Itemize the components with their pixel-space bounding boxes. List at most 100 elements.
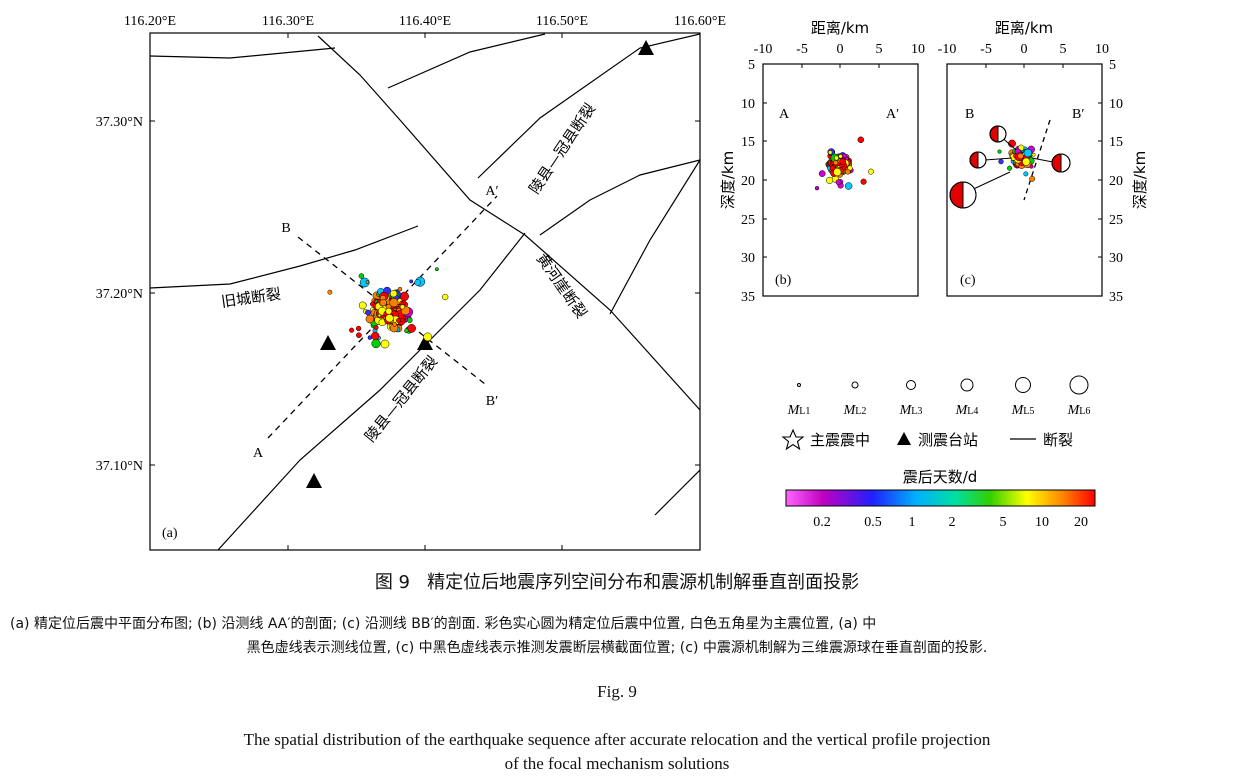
event-dot: [365, 314, 375, 324]
event-dot: [829, 165, 836, 172]
panel-a-label: (a): [162, 526, 178, 541]
x-tick: -5: [796, 42, 808, 57]
colorbar-tick: 0.2: [813, 515, 831, 530]
beachball-icon: [1051, 153, 1071, 173]
event-dot: [396, 318, 401, 323]
figure-title-en-line1: The spatial distribution of the earthqua…: [243, 730, 991, 749]
event-dot: [409, 279, 414, 284]
event-dot: [406, 317, 413, 324]
colorbar-tick: 5: [1000, 515, 1007, 530]
profile-bb: [297, 236, 486, 385]
event-dot: [1022, 157, 1031, 166]
colorbar-tick: 2: [949, 515, 956, 530]
event-dot: [833, 160, 839, 166]
event-dot: [358, 301, 367, 310]
panel-a-y-ticks: 37.30°N 37.20°N 37.10°N: [96, 115, 143, 474]
event-dot: [359, 277, 370, 288]
event-dot: [860, 178, 867, 185]
event-dot: [389, 298, 399, 308]
event-dot: [1007, 165, 1013, 171]
profile-label-b-prime: B′: [486, 394, 498, 409]
event-dot: [818, 170, 826, 177]
focal-mechanisms: [949, 125, 1071, 209]
station-icon: [306, 473, 322, 488]
stations: [306, 40, 654, 488]
mag-symbol-icon: [851, 381, 859, 389]
panel-b-end-a: A: [779, 107, 790, 122]
station-icon: [638, 40, 654, 55]
y-tick: 35: [1109, 290, 1123, 305]
y-tick: 5: [1109, 58, 1116, 73]
figure-number: 图 9: [374, 572, 410, 593]
hypocenters-aa: [814, 136, 874, 191]
event-dot: [839, 158, 847, 165]
event-dot: [434, 267, 439, 272]
y-tick: 25: [741, 213, 755, 228]
profile-label-a-prime: A′: [485, 184, 498, 199]
caption-note-line2: 黑色虚线表示测线位置, (c) 中黑色虚线表示推测发震断层横截面位置; (c) …: [246, 640, 988, 656]
profile-labels: A A′ B B′: [253, 184, 499, 461]
y-tick: 35: [741, 290, 755, 305]
y-tick: 25: [1109, 213, 1123, 228]
x-tick: 0: [837, 42, 844, 57]
legend: ML1 ML2 ML3 ML4 ML5 ML6 主震震中 测震台站 断裂 震后天…: [781, 375, 1096, 530]
mag-symbol-icon: [797, 383, 801, 387]
figure-title-cn: 精定位后地震序列空间分布和震源机制解垂直剖面投影: [427, 572, 860, 593]
mag-label: ML2: [843, 403, 867, 418]
y-tick: 10: [1109, 97, 1123, 112]
event-dot: [404, 328, 409, 334]
event-dot: [414, 279, 422, 286]
event-dot: [857, 136, 865, 144]
event-dot: [371, 339, 381, 349]
event-dot: [399, 301, 404, 306]
event-dot: [1017, 152, 1024, 160]
event-dot: [826, 176, 834, 184]
y-tick: 5: [748, 58, 755, 73]
event-dot: [327, 289, 333, 295]
event-dot: [379, 299, 387, 307]
event-dot: [1031, 152, 1036, 157]
colorbar-tick: 1: [909, 515, 916, 530]
x-tick: 10: [911, 42, 925, 57]
x-tick: 116.30°E: [262, 14, 314, 29]
event-dot: [380, 339, 390, 349]
station-icon: [320, 335, 336, 350]
panel-c-profile: 距离/km -10 -5 0 5 10 5 10 15 20 25 30 35 …: [938, 19, 1149, 305]
event-dot: [349, 327, 355, 333]
x-tick: 5: [876, 42, 883, 57]
panel-a-x-ticks: 116.20°E 116.30°E 116.40°E 116.50°E 116.…: [124, 14, 726, 29]
colorbar: [785, 489, 1096, 507]
mag-label: ML3: [899, 403, 923, 418]
panel-c-label: (c): [960, 273, 976, 288]
event-dot: [1023, 171, 1029, 177]
colorbar-tick: 0.5: [864, 515, 882, 530]
caption-cn: 图 9 精定位后地震序列空间分布和震源机制解垂直剖面投影: [0, 568, 1234, 594]
event-dot: [833, 168, 842, 177]
x-tick: 116.50°E: [536, 14, 588, 29]
mag-label: ML6: [1067, 403, 1091, 418]
hypocenters-bb: [997, 139, 1036, 182]
panel-b-label: (b): [775, 273, 792, 288]
mag-symbol-icon: [1069, 375, 1089, 395]
caption-note: (a) 精定位后震中平面分布图; (b) 沿测线 AA′的剖面; (c) 沿测线…: [10, 612, 1224, 660]
colorbar-tick: 20: [1074, 515, 1088, 530]
panel-b-profile: 距离/km -10 -5 0 5 10 5 10 15 20 25 30 35 …: [719, 19, 925, 305]
y-tick: 20: [741, 174, 755, 189]
mag-label: ML5: [1011, 403, 1035, 418]
mag-symbol-icon: [906, 380, 916, 390]
figure-label-en: Fig. 9: [597, 682, 637, 701]
x-tick: -10: [938, 42, 957, 57]
event-dot: [997, 149, 1002, 154]
event-dot: [392, 321, 398, 327]
event-dot: [365, 280, 370, 284]
panel-c-ylabel: 深度/km: [1131, 151, 1149, 209]
y-tick: 30: [1109, 251, 1123, 266]
event-dot: [397, 286, 403, 292]
x-tick: 116.60°E: [674, 14, 726, 29]
y-tick: 15: [741, 135, 755, 150]
event-dot: [844, 182, 853, 190]
panel-a-map: 116.20°E 116.30°E 116.40°E 116.50°E 116.…: [96, 14, 726, 551]
figure-9: 116.20°E 116.30°E 116.40°E 116.50°E 116.…: [96, 14, 1149, 551]
event-dot: [827, 150, 833, 155]
mag-symbol-icon: [960, 378, 974, 392]
